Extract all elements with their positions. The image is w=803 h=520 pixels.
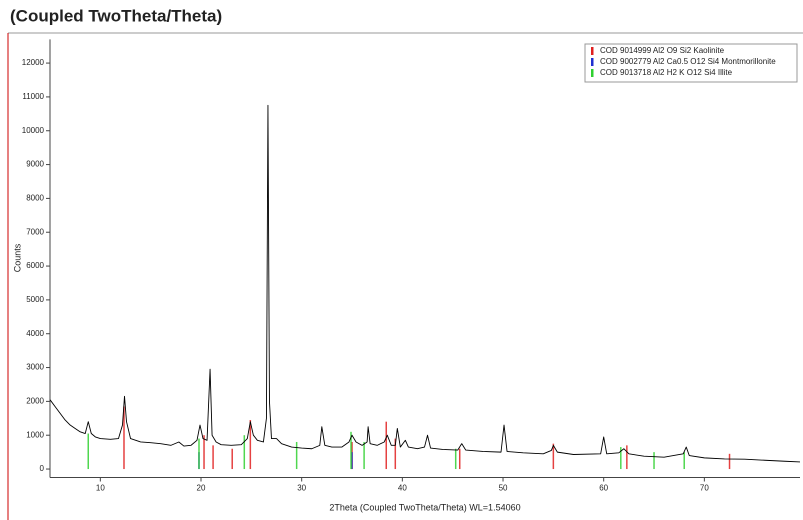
chart-title: (Coupled TwoTheta/Theta) [10, 6, 222, 25]
y-tick-label: 10000 [22, 126, 45, 135]
y-tick-label: 5000 [26, 295, 44, 304]
y-tick-label: 8000 [26, 194, 44, 203]
y-tick-label: 9000 [26, 160, 44, 169]
y-tick-label: 7000 [26, 227, 44, 236]
legend-box [584, 43, 798, 83]
x-axis-label: 2Theta (Coupled TwoTheta/Theta) WL=1.540… [329, 502, 520, 512]
x-tick-label: 70 [700, 484, 709, 493]
y-tick-label: 2000 [26, 396, 44, 405]
y-tick-label: 3000 [26, 363, 44, 372]
x-tick-label: 30 [297, 484, 306, 493]
legend-label: COD 9002779 Al2 Ca0.5 O12 Si4 Montmorill… [600, 57, 776, 66]
x-tick-label: 50 [499, 484, 508, 493]
y-tick-label: 1000 [26, 430, 44, 439]
pattern-line [49, 104, 801, 463]
legend-swatch [591, 47, 594, 55]
x-tick-label: 10 [96, 484, 105, 493]
legend-label: COD 9013718 Al2 H2 K O12 Si4 Illite [600, 68, 733, 77]
y-tick-label: 11000 [22, 92, 44, 101]
y-tick-label: 12000 [22, 58, 45, 67]
y-axis-label: Counts [12, 243, 22, 272]
legend-label: COD 9014999 Al2 O9 Si2 Kaolinite [600, 46, 725, 55]
x-tick-label: 40 [398, 484, 407, 493]
x-tick-label: 60 [599, 484, 608, 493]
legend-swatch [591, 69, 594, 77]
y-tick-label: 0 [40, 464, 45, 473]
x-tick-label: 20 [197, 484, 206, 493]
legend-swatch [591, 58, 594, 66]
y-tick-label: 6000 [26, 261, 44, 270]
y-tick-label: 4000 [26, 329, 44, 338]
